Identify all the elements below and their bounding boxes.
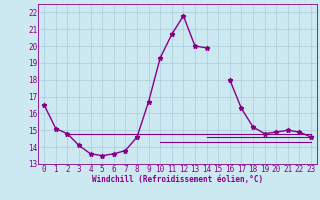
X-axis label: Windchill (Refroidissement éolien,°C): Windchill (Refroidissement éolien,°C) — [92, 175, 263, 184]
